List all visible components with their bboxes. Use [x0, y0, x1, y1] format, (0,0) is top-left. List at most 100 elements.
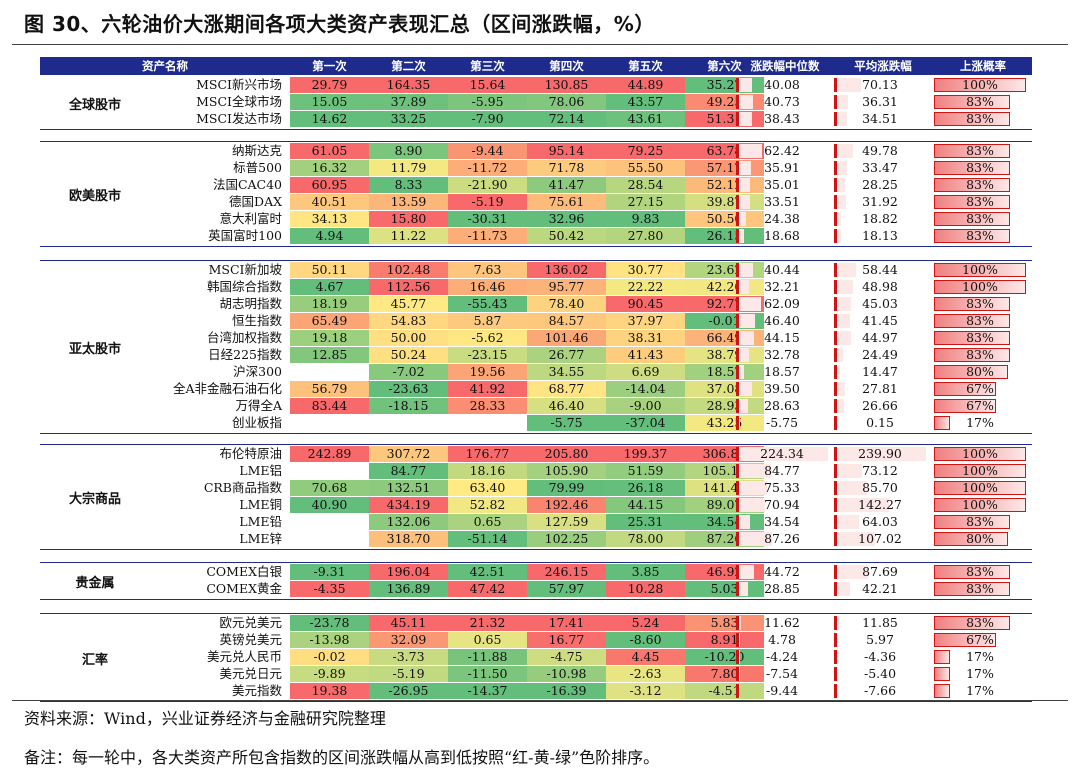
- bar-value: 83%: [966, 330, 994, 345]
- data-bar: [934, 464, 1026, 478]
- round-2-value: 318.70: [369, 531, 448, 547]
- bar-value: 14.47: [862, 364, 898, 379]
- bar-value: 34.51: [862, 111, 898, 126]
- round-5-value: -3.12: [606, 683, 685, 699]
- round-5-value: 51.59: [606, 463, 685, 479]
- average-change: 107.02: [834, 531, 926, 547]
- data-bar: [834, 582, 850, 596]
- round-5-value: -14.04: [606, 381, 685, 397]
- asset-name: 欧元兑美元: [219, 615, 282, 630]
- bar-value: 75.33: [764, 480, 800, 495]
- round-2-value: 8.90: [369, 143, 448, 159]
- median-change: 34.54: [736, 514, 828, 530]
- bar-value: 34.54: [764, 514, 800, 529]
- table-row: 英镑兑美元 -13.98 32.09 0.65 16.77 -8.60 8.91 4.78 5.…: [40, 632, 1032, 649]
- bar-value: 87.26: [764, 531, 800, 546]
- data-bar: [934, 416, 950, 430]
- round-4-value: 17.41: [527, 615, 606, 631]
- data-bar: [934, 178, 1010, 192]
- bar-value: 18.57: [764, 364, 800, 379]
- round-6-value: 26.15: [685, 228, 764, 244]
- table-row: 日经225指数 12.85 50.24 -23.15 26.77 41.43 38.79 32…: [40, 347, 1032, 364]
- bar-value: 5.97: [866, 632, 894, 647]
- data-bar: [736, 684, 740, 698]
- data-bar: [736, 78, 752, 92]
- data-bar: [736, 382, 752, 396]
- round-4-value: 127.59: [527, 514, 606, 530]
- data-bar: [736, 481, 767, 495]
- asset-group: 全球股市 MSCI新兴市场 29.79 164.35 15.64 130.85 44.89 3…: [40, 75, 1032, 130]
- round-4-value: 102.25: [527, 531, 606, 547]
- round-5-value: 199.37: [606, 446, 685, 462]
- round-3-value: -11.73: [448, 228, 527, 244]
- bar-value: 83%: [966, 194, 994, 209]
- average-change: 36.31: [834, 94, 926, 110]
- group-label: 全球股市: [68, 97, 121, 113]
- data-bar: [834, 667, 838, 681]
- asset-name: CRB商品指数: [203, 480, 282, 495]
- rise-probability: 17%: [934, 666, 1026, 682]
- round-1-value: 4.67: [290, 279, 369, 295]
- round-4-value: -4.75: [527, 649, 606, 665]
- data-bar: [736, 399, 748, 413]
- bar-value: 107.02: [858, 531, 902, 546]
- bar-value: 44.97: [862, 330, 898, 345]
- table-row: 美元兑日元 -9.89 -5.19 -11.50 -10.98 -2.63 7.80 -7.5…: [40, 666, 1032, 683]
- table-row: 布伦特原油 242.89 307.72 176.77 205.80 199.37 306.8…: [40, 446, 1032, 463]
- round-2-value: 32.09: [369, 632, 448, 648]
- table-row: MSCI全球市场 15.05 37.89 -5.95 78.06 43.57 49.25 40…: [40, 94, 1032, 111]
- bar-value: 18.82: [862, 211, 898, 226]
- median-change: -9.44: [736, 683, 828, 699]
- round-1-value: -23.78: [290, 615, 369, 631]
- rise-probability: 80%: [934, 364, 1026, 380]
- round-4-value: 95.77: [527, 279, 606, 295]
- asset-name: 万得全A: [235, 398, 282, 413]
- data-bar: [934, 382, 996, 396]
- round-2-value: 102.48: [369, 262, 448, 278]
- round-5-value: -8.60: [606, 632, 685, 648]
- table-row: 创业板指 -5.75 -37.04 43.25 -5.75 0.15 17%: [40, 415, 1032, 432]
- average-change: -4.36: [834, 649, 926, 665]
- bar-value: 100%: [962, 77, 998, 92]
- round-3-value: 52.82: [448, 497, 527, 513]
- median-change: -4.24: [736, 649, 828, 665]
- bar-value: 100%: [962, 480, 998, 495]
- round-2-value: 84.77: [369, 463, 448, 479]
- bar-value: 83%: [966, 581, 994, 596]
- rise-probability: 83%: [934, 194, 1026, 210]
- round-4-value: 68.77: [527, 381, 606, 397]
- data-bar: [834, 532, 875, 546]
- average-change: 28.25: [834, 177, 926, 193]
- table-row: 美元兑人民币 -0.02 -3.73 -11.88 -4.75 4.45 -10.20 -4.…: [40, 649, 1032, 666]
- bar-value: 26.66: [862, 398, 898, 413]
- bar-value: 48.98: [862, 279, 898, 294]
- group-bottom-border: [40, 599, 1032, 600]
- group-top-border: [40, 444, 1032, 445]
- bar-value: 35.91: [764, 160, 800, 175]
- asset-name: 胡志明指数: [219, 296, 282, 311]
- bar-value: 0.15: [866, 415, 894, 430]
- median-change: 32.78: [736, 347, 828, 363]
- data-bar: [834, 447, 926, 461]
- asset-name: LME铅: [239, 514, 282, 529]
- group-top-border: [40, 260, 1032, 261]
- round-4-value: 130.85: [527, 77, 606, 93]
- rise-probability: 100%: [934, 279, 1026, 295]
- round-2-value: -3.73: [369, 649, 448, 665]
- round-5-value: 43.57: [606, 94, 685, 110]
- median-change: 44.15: [736, 330, 828, 346]
- average-change: 58.44: [834, 262, 926, 278]
- asset-group: 亚太股市 MSCI新加坡 50.11 102.48 7.63 136.02 30.77 23.…: [40, 260, 1032, 434]
- median-change: 62.09: [736, 296, 828, 312]
- round-4-value: 136.02: [527, 262, 606, 278]
- average-change: 45.03: [834, 296, 926, 312]
- bar-value: 100%: [962, 446, 998, 461]
- bar-value: 24.38: [764, 211, 800, 226]
- data-bar: [934, 297, 1010, 311]
- table-row: 意大利富时 34.13 15.80 -30.31 32.96 9.83 50.50 24.38…: [40, 211, 1032, 228]
- median-change: 35.01: [736, 177, 828, 193]
- rise-probability: 67%: [934, 381, 1026, 397]
- median-change: 4.78: [736, 632, 828, 648]
- round-3-value: 16.46: [448, 279, 527, 295]
- average-change: 31.92: [834, 194, 926, 210]
